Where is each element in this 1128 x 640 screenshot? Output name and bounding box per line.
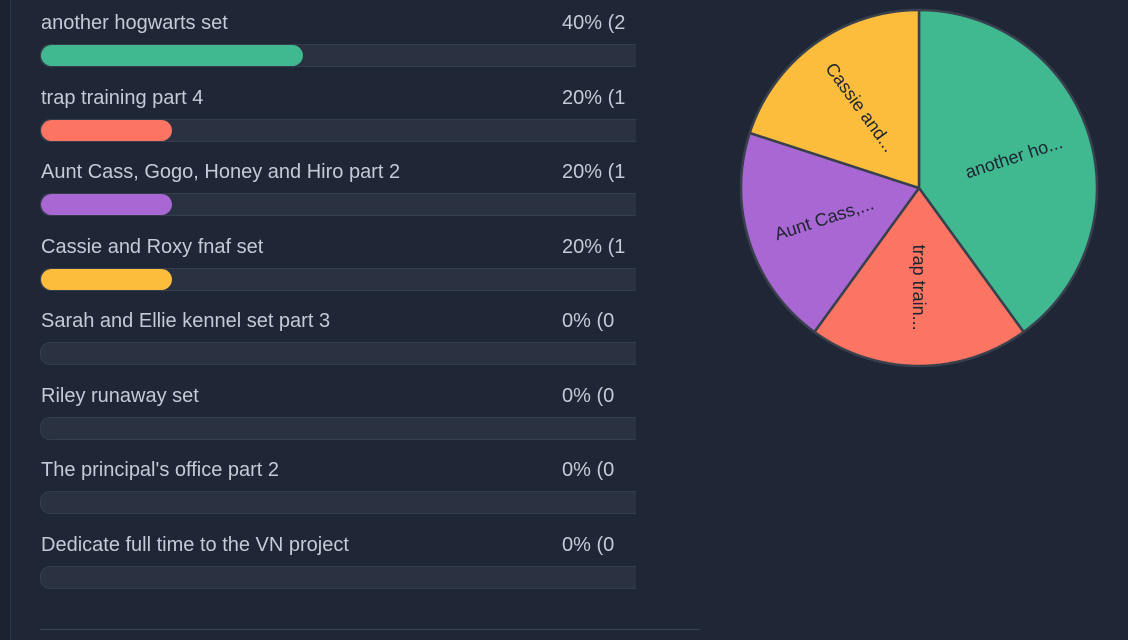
option-header: Cassie and Roxy fnaf set 20% (1 (40, 224, 640, 258)
pie-slice[interactable] (748, 8, 921, 190)
pie-chart-svg: another ho...trap train...Aunt Cass,...C… (739, 8, 1099, 368)
option-percent: 0% (0 (562, 459, 615, 481)
poll-option: Aunt Cass, Gogo, Honey and Hiro part 2 2… (40, 149, 640, 219)
option-header: Dedicate full time to the VN project 0% … (40, 522, 640, 556)
option-header: Sarah and Ellie kennel set part 3 0% (0 (40, 298, 640, 332)
left-panel-edge (0, 0, 11, 640)
option-percent: 0% (0 (562, 534, 615, 556)
progress-track (40, 342, 636, 365)
progress-track (40, 491, 636, 514)
option-label: Dedicate full time to the VN project (41, 534, 349, 556)
option-label: trap training part 4 (41, 87, 204, 109)
option-percent: 20% (1 (562, 236, 626, 258)
poll-option: Sarah and Ellie kennel set part 3 0% (0 (40, 298, 640, 368)
progress-track (40, 44, 636, 67)
poll-option: Riley runaway set 0% (0 (40, 373, 640, 443)
pie-slice[interactable] (813, 186, 1025, 368)
option-label: another hogwarts set (41, 12, 228, 34)
poll-option: another hogwarts set 40% (2 (40, 0, 640, 70)
option-label: Sarah and Ellie kennel set part 3 (41, 310, 331, 332)
progress-track (40, 417, 636, 440)
progress-fill (41, 194, 173, 215)
pie-slice-label: trap train... (909, 245, 929, 331)
results-pie-chart: another ho... trap train... Aunt Cass,... C… (730, 0, 1110, 380)
progress-track (40, 566, 636, 589)
progress-track (40, 119, 636, 142)
progress-fill (41, 45, 304, 66)
option-label: Aunt Cass, Gogo, Honey and Hiro part 2 (41, 161, 401, 183)
option-percent: 0% (0 (562, 310, 615, 332)
option-percent: 20% (1 (562, 161, 626, 183)
option-label: Riley runaway set (41, 385, 199, 407)
option-label: Cassie and Roxy fnaf set (41, 236, 264, 258)
option-header: Riley runaway set 0% (0 (40, 373, 640, 407)
poll-option: trap training part 4 20% (1 (40, 75, 640, 145)
progress-fill (41, 269, 173, 290)
poll-option: Cassie and Roxy fnaf set 20% (1 (40, 224, 640, 294)
progress-track (40, 193, 636, 216)
option-header: another hogwarts set 40% (2 (40, 0, 640, 34)
option-percent: 0% (0 (562, 385, 615, 407)
progress-track (40, 268, 636, 291)
pie-slice[interactable] (739, 131, 921, 334)
option-label: The principal's office part 2 (41, 459, 280, 481)
option-percent: 40% (2 (562, 12, 626, 34)
option-header: Aunt Cass, Gogo, Honey and Hiro part 2 2… (40, 149, 640, 183)
poll-option: The principal's office part 2 0% (0 (40, 447, 640, 517)
section-divider (40, 629, 700, 630)
pie-slice[interactable] (917, 8, 1099, 334)
progress-fill (41, 120, 173, 141)
poll-option: Dedicate full time to the VN project 0% … (40, 522, 640, 592)
option-header: trap training part 4 20% (1 (40, 75, 640, 109)
option-percent: 20% (1 (562, 87, 626, 109)
option-header: The principal's office part 2 0% (0 (40, 447, 640, 481)
